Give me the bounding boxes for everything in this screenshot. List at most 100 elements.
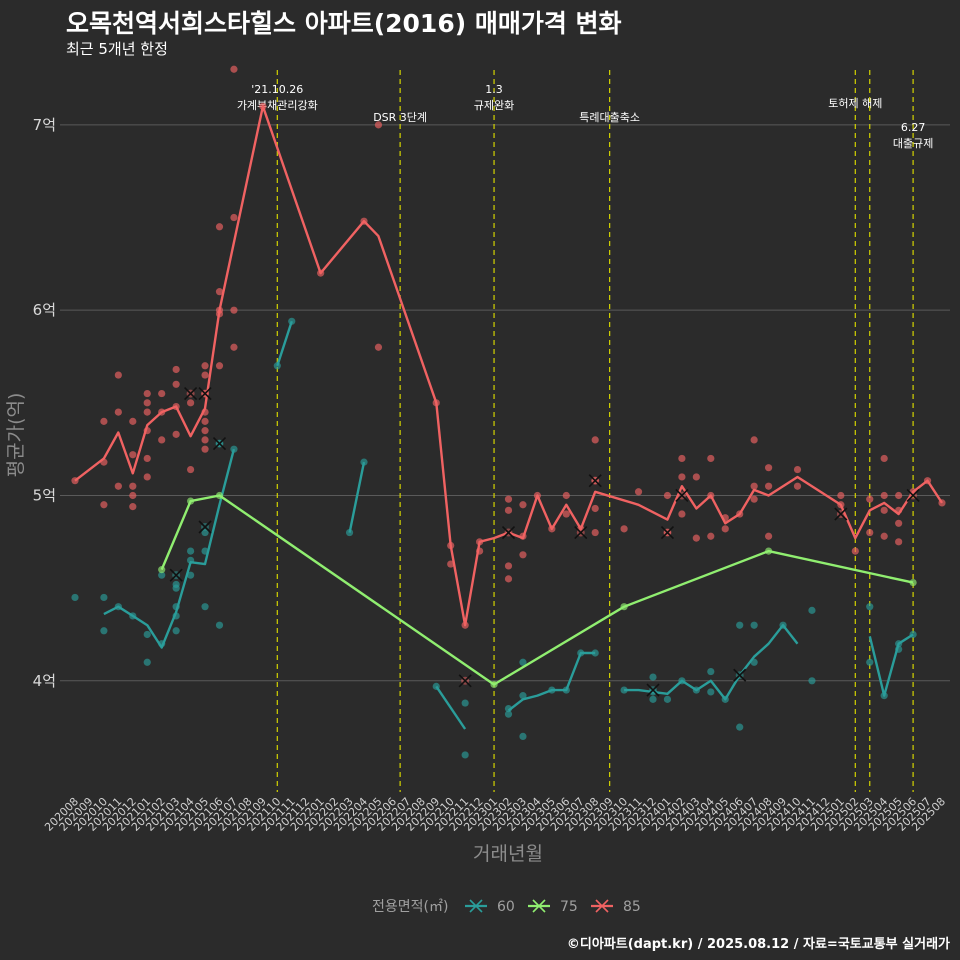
legend-title: 전용면적(㎡)	[372, 899, 448, 915]
series-line-85	[74, 105, 944, 627]
cross-marker-85	[458, 674, 472, 688]
legend-label-60: 60	[497, 899, 515, 915]
data-point-85	[114, 408, 122, 416]
data-point-60	[808, 606, 816, 614]
data-point-60	[187, 547, 195, 555]
data-point-85	[591, 504, 599, 513]
cross-marker-60	[646, 683, 660, 697]
x-axis-title: 거래년월	[473, 843, 543, 865]
data-point-85	[187, 465, 195, 474]
data-point-60	[519, 692, 527, 700]
data-point-85	[143, 473, 151, 481]
data-point-60	[663, 695, 672, 703]
data-point-85	[447, 560, 455, 568]
data-point-85	[143, 389, 151, 398]
data-point-85	[678, 454, 686, 463]
data-point-85	[750, 436, 758, 444]
event-label: 대출규제	[893, 137, 933, 150]
data-point-85	[707, 454, 715, 463]
data-point-85	[837, 491, 845, 500]
data-point-60	[172, 580, 180, 589]
data-point-85	[504, 495, 513, 503]
data-point-85	[230, 306, 238, 314]
source-caption: ©디아파트(dapt.kr) / 2025.08.12 / 자료=국토교통부 실…	[566, 937, 950, 952]
data-point-60	[100, 593, 108, 602]
data-point-60	[201, 603, 209, 611]
y-tick-label: 5억	[33, 486, 56, 504]
data-point-60	[750, 621, 758, 629]
data-point-60	[158, 571, 166, 579]
data-point-85	[129, 503, 137, 511]
y-axis-ticks: 4억 5억 6억 7억	[33, 116, 56, 690]
data-point-85	[215, 362, 224, 370]
cross-marker-85	[198, 387, 212, 401]
cross-marker-85	[906, 488, 920, 503]
series-line-75	[160, 494, 914, 686]
data-point-85	[895, 519, 903, 527]
data-point-60	[143, 658, 151, 666]
data-point-85	[187, 399, 195, 407]
data-point-85	[172, 365, 180, 374]
x-axis-ticks: 2020082020092020102020112020122021012021…	[42, 795, 948, 834]
series-75	[158, 491, 917, 689]
data-point-60	[707, 667, 715, 676]
data-point-85	[172, 380, 180, 388]
event-label: 6.27	[901, 121, 926, 134]
cross-marker-85	[184, 387, 198, 401]
cross-marker-60	[212, 437, 227, 451]
event-label: 1.3	[485, 83, 503, 96]
data-point-85	[707, 532, 715, 540]
data-point-85	[765, 482, 773, 490]
series-line-60	[348, 461, 366, 533]
data-point-85	[562, 510, 570, 518]
data-point-85	[143, 399, 151, 407]
data-point-85	[880, 506, 888, 514]
data-point-85	[519, 551, 527, 559]
series-layer	[71, 65, 946, 759]
data-point-60	[215, 621, 224, 629]
event-label: DSR 3단계	[373, 111, 427, 124]
chart-subtitle: 최근 5개년 한정	[66, 40, 168, 58]
data-point-85	[692, 473, 700, 481]
data-point-85	[201, 371, 209, 379]
data-point-85	[562, 491, 570, 500]
data-point-85	[129, 451, 137, 459]
data-point-85	[215, 223, 224, 231]
data-point-85	[504, 575, 513, 583]
data-point-60	[866, 658, 874, 666]
data-point-60	[71, 593, 79, 602]
cross-marker-85	[675, 488, 689, 503]
event-label: 특례대출축소	[579, 111, 640, 124]
event-label: '21.10.26	[251, 83, 303, 96]
data-point-85	[880, 532, 888, 540]
series-line-60	[435, 685, 467, 730]
data-point-85	[114, 371, 122, 379]
y-tick-label: 6억	[33, 301, 56, 319]
data-point-85	[201, 417, 209, 425]
data-point-85	[634, 488, 643, 496]
data-point-85	[678, 510, 686, 518]
data-point-60	[143, 630, 151, 639]
data-point-85	[765, 464, 773, 472]
event-label: 가계부채관리강화	[237, 99, 318, 112]
data-point-85	[895, 491, 903, 500]
data-point-60	[519, 658, 527, 666]
data-point-60	[591, 649, 599, 657]
data-point-85	[895, 538, 903, 546]
data-point-60	[649, 673, 657, 681]
data-point-85	[519, 501, 527, 509]
legend: 전용면적(㎡) 60 75 85	[372, 899, 641, 915]
data-point-60	[736, 621, 744, 629]
legend-key-75	[528, 899, 550, 913]
data-point-60	[461, 751, 469, 759]
data-point-85	[663, 491, 672, 500]
series-line-60	[103, 448, 236, 649]
data-point-85	[129, 482, 137, 490]
legend-label-75: 75	[560, 899, 578, 915]
data-point-85	[866, 495, 874, 503]
chart-title: 오목천역서희스타힐스 아파트(2016) 매매가격 변화	[66, 9, 622, 38]
data-point-85	[504, 562, 513, 570]
data-point-85	[750, 495, 758, 503]
data-point-85	[793, 482, 802, 490]
grid-lines	[60, 124, 950, 682]
